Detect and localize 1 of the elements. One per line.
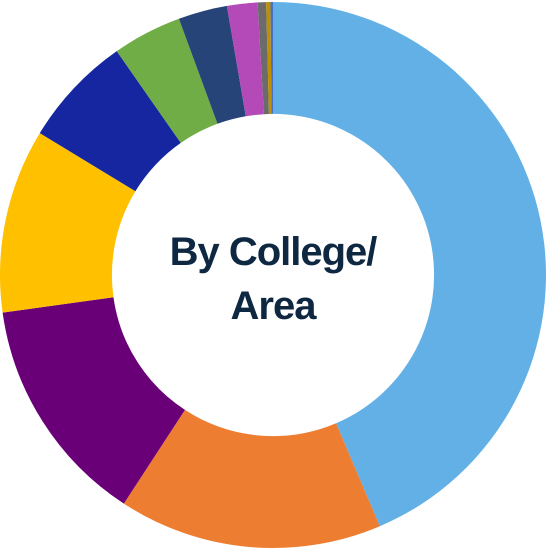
- text: By College/ Area: [168, 229, 378, 330]
